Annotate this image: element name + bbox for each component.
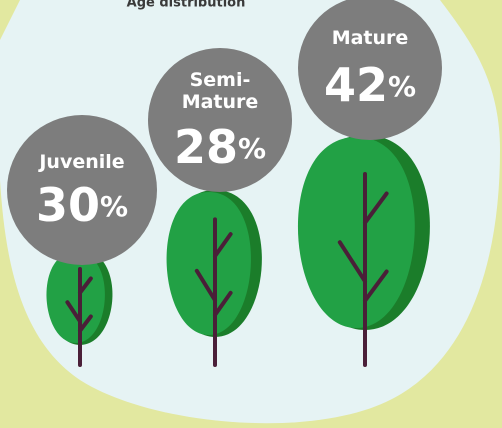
tree-crown: [298, 137, 415, 328]
chart: Age distribution Juvenile30%Semi-Mature2…: [0, 0, 502, 428]
category-label: Juvenile: [37, 151, 124, 173]
tree-crown: [46, 252, 104, 343]
category-label: Semi-Mature: [182, 69, 259, 113]
chart-title: Age distribution: [127, 0, 246, 11]
tree-crown: [167, 192, 251, 335]
category-label: Mature: [332, 27, 409, 49]
